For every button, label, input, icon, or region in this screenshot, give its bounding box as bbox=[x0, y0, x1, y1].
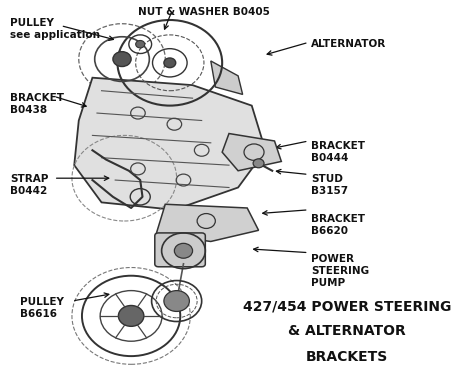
Circle shape bbox=[113, 52, 131, 66]
Text: NUT & WASHER B0405: NUT & WASHER B0405 bbox=[138, 7, 270, 17]
Text: BRACKET
B0438: BRACKET B0438 bbox=[10, 93, 64, 115]
Polygon shape bbox=[211, 61, 243, 94]
Text: POWER
STEERING
PUMP: POWER STEERING PUMP bbox=[311, 255, 369, 288]
Text: STUD
B3157: STUD B3157 bbox=[311, 174, 348, 196]
Polygon shape bbox=[74, 78, 265, 210]
Circle shape bbox=[253, 159, 264, 168]
Circle shape bbox=[164, 291, 190, 312]
Circle shape bbox=[136, 40, 145, 48]
FancyBboxPatch shape bbox=[155, 233, 205, 267]
Text: 427/454 POWER STEERING: 427/454 POWER STEERING bbox=[243, 299, 452, 313]
Polygon shape bbox=[222, 134, 282, 171]
Circle shape bbox=[118, 306, 144, 326]
Text: BRACKET
B6620: BRACKET B6620 bbox=[311, 213, 365, 236]
Text: & ALTERNATOR: & ALTERNATOR bbox=[289, 324, 406, 339]
Text: ALTERNATOR: ALTERNATOR bbox=[311, 39, 386, 49]
Text: PULLEY
see application: PULLEY see application bbox=[10, 18, 100, 40]
Circle shape bbox=[164, 58, 176, 68]
Text: STRAP
B0442: STRAP B0442 bbox=[10, 174, 49, 196]
Text: PULLEY
B6616: PULLEY B6616 bbox=[19, 297, 64, 319]
Polygon shape bbox=[156, 204, 259, 242]
Circle shape bbox=[174, 243, 192, 258]
Text: BRACKETS: BRACKETS bbox=[306, 350, 389, 364]
Text: BRACKET
B0444: BRACKET B0444 bbox=[311, 141, 365, 163]
